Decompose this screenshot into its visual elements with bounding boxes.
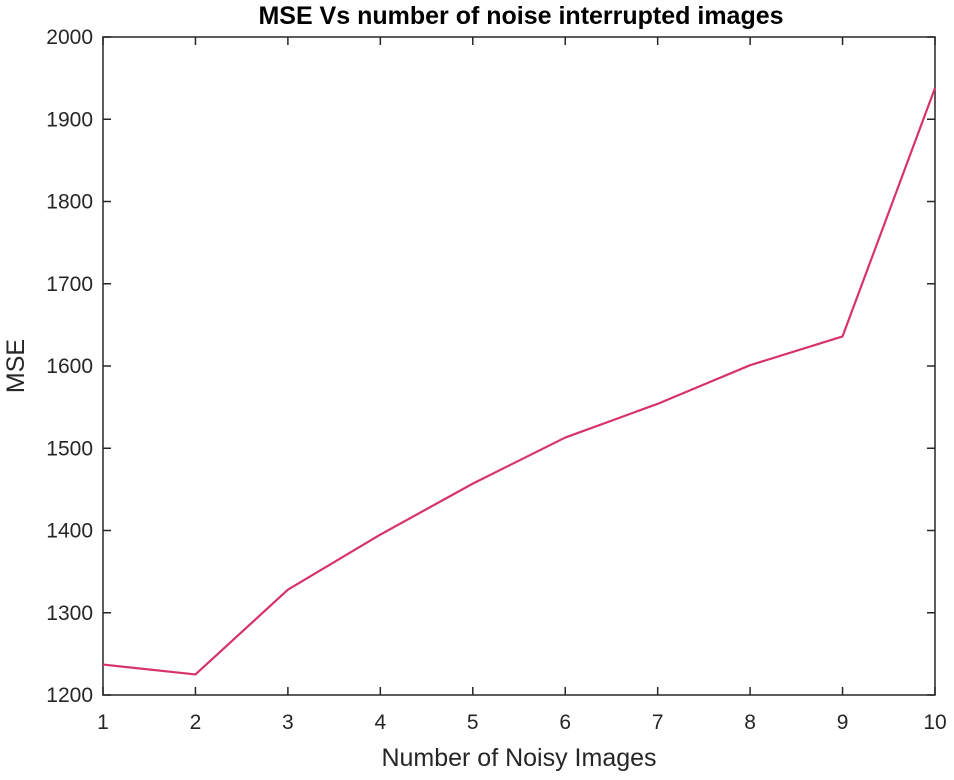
y-tick-label: 1900 <box>46 108 93 131</box>
x-tick-label: 4 <box>374 711 386 734</box>
series-line <box>102 87 937 676</box>
plot-area-frame <box>102 36 936 696</box>
y-tick-label: 1700 <box>46 273 93 296</box>
y-tick-label: 1400 <box>46 520 93 543</box>
y-tick-label: 1600 <box>46 355 93 378</box>
x-tick-label: 1 <box>97 711 109 734</box>
x-tick-label: 2 <box>190 711 202 734</box>
y-tick-label: 1200 <box>46 684 93 707</box>
axis-ticks: 1 2 3 4 5 6 7 8 9 10 1200 1300 1400 1500 1600 1700 1800 1… <box>46 26 946 734</box>
x-tick-label: 3 <box>282 711 294 734</box>
x-axis-label: Number of Noisy Images <box>381 744 656 772</box>
series-lines <box>102 87 937 676</box>
y-tick-label: 2000 <box>46 26 93 49</box>
x-tick-label: 5 <box>467 711 479 734</box>
x-tick-label: 10 <box>923 711 946 734</box>
x-tick-label: 7 <box>652 711 664 734</box>
y-tick-label: 1300 <box>46 602 93 625</box>
x-tick-label: 6 <box>559 711 571 734</box>
y-tick-label: 1500 <box>46 437 93 460</box>
x-tick-label: 9 <box>837 711 849 734</box>
chart-title: MSE Vs number of noise interrupted image… <box>258 2 783 30</box>
x-tick-label: 8 <box>744 711 756 734</box>
y-axis-label: MSE <box>2 339 30 393</box>
y-tick-label: 1800 <box>46 191 93 214</box>
